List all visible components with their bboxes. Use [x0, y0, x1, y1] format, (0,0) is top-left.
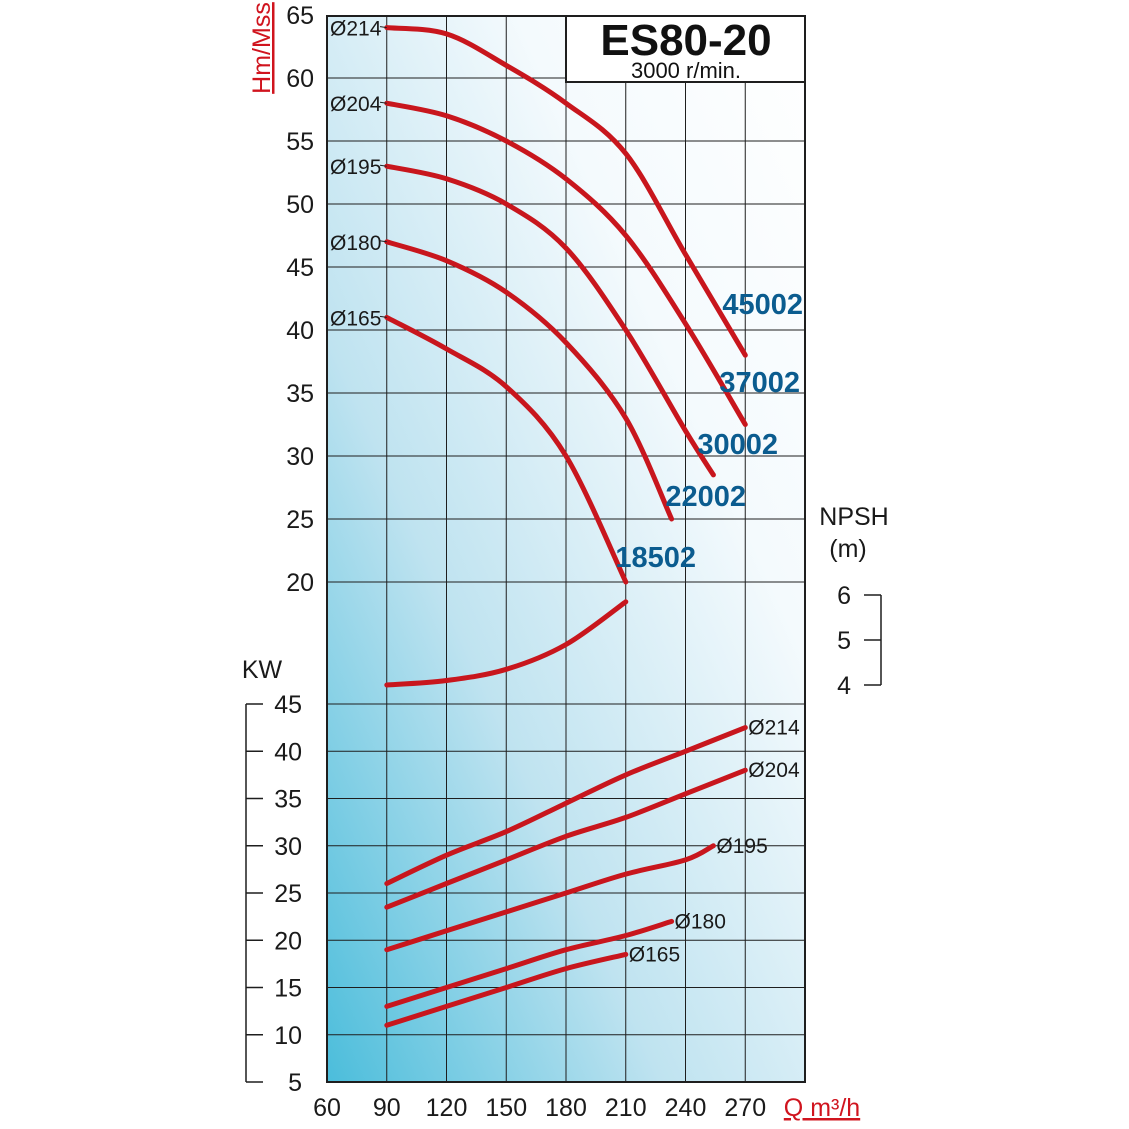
head-diameter-label: Ø165 — [330, 307, 381, 330]
title-box-frame — [565, 15, 806, 83]
x-axis-label: Q m³/h — [784, 1094, 860, 1122]
pump-model-label: 18502 — [615, 542, 696, 574]
title-box: ES80-20 3000 r/min. — [565, 15, 806, 83]
head-diameter-label: Ø195 — [330, 156, 381, 179]
head-curve — [384, 163, 716, 478]
x-tick-label: 180 — [545, 1094, 587, 1122]
x-tick-label: 120 — [426, 1094, 468, 1122]
head-tick-label: 45 — [286, 254, 314, 282]
power-curve — [384, 767, 748, 910]
power-tick-label: 5 — [288, 1069, 302, 1097]
npsh-tick-label: 5 — [837, 627, 851, 655]
head-tick-label: 40 — [286, 317, 314, 345]
diameter-leader-line — [379, 164, 387, 167]
npsh-tick-label: 4 — [837, 672, 851, 700]
npsh-tick-label: 6 — [837, 582, 851, 610]
power-tick-label: 20 — [274, 927, 302, 955]
head-curve — [384, 314, 629, 585]
npsh-curve — [384, 599, 629, 688]
head-tick-label: 65 — [286, 2, 314, 30]
axes: 60 90 120 150 180 210 240 270 Q m³/h202530354045… — [242, 2, 889, 1122]
power-tick-label: 40 — [274, 738, 302, 766]
x-tick-label: 60 — [313, 1094, 341, 1122]
head-tick-label: 25 — [286, 506, 314, 534]
power-diameter-label: Ø180 — [675, 910, 726, 933]
power-diameter-label: Ø165 — [629, 943, 680, 966]
power-tick-label: 45 — [274, 691, 302, 719]
head-curve — [384, 25, 748, 358]
x-tick-label: 240 — [665, 1094, 707, 1122]
diameter-leader-line — [379, 240, 387, 243]
npsh-axis-unit: (m) — [829, 535, 866, 563]
head-tick-label: 20 — [286, 569, 314, 597]
chart-title: ES80-20 — [600, 16, 771, 65]
pump-model-label: 30002 — [697, 429, 778, 461]
curve-labels: Ø214 45002 Ø204 37002 Ø195 30002 Ø180 22002 Ø165… — [330, 18, 803, 967]
pump-model-label: 22002 — [665, 481, 746, 513]
power-axis-label: KW — [242, 656, 283, 684]
x-tick-label: 270 — [724, 1094, 766, 1122]
diameter-leader-line — [379, 101, 387, 104]
power-tick-label: 25 — [274, 880, 302, 908]
power-diameter-label: Ø214 — [748, 717, 800, 740]
x-tick-label: 150 — [485, 1094, 527, 1122]
head-tick-label: 55 — [286, 128, 314, 156]
pump-model-label: 37002 — [719, 367, 800, 399]
power-curve — [384, 918, 675, 1009]
head-tick-label: 30 — [286, 443, 314, 471]
head-diameter-label: Ø214 — [330, 18, 382, 41]
head-tick-label: 50 — [286, 191, 314, 219]
head-axis-label: Hm/Mss — [248, 2, 276, 94]
chart-subtitle: 3000 r/min. — [631, 58, 741, 83]
power-diameter-label: Ø195 — [716, 835, 767, 858]
x-tick-label: 210 — [605, 1094, 647, 1122]
head-diameter-label: Ø180 — [330, 232, 381, 255]
power-tick-label: 15 — [274, 975, 302, 1003]
diameter-leader-line — [379, 26, 387, 29]
power-curve — [384, 951, 629, 1028]
power-tick-label: 10 — [274, 1022, 302, 1050]
head-tick-label: 35 — [286, 380, 314, 408]
power-tick-label: 30 — [274, 833, 302, 861]
head-curve — [384, 239, 675, 522]
x-tick-label: 90 — [373, 1094, 401, 1122]
power-tick-label: 35 — [274, 786, 302, 814]
power-curve — [384, 725, 748, 886]
diameter-leader-line — [379, 315, 387, 318]
head-diameter-label: Ø204 — [330, 93, 382, 116]
power-curve — [384, 843, 716, 953]
head-tick-label: 60 — [286, 65, 314, 93]
head-curve — [384, 100, 748, 427]
pump-model-label: 45002 — [722, 289, 803, 321]
npsh-axis-label: NPSH — [819, 503, 888, 531]
curves — [384, 25, 748, 1028]
power-diameter-label: Ø204 — [748, 759, 800, 782]
